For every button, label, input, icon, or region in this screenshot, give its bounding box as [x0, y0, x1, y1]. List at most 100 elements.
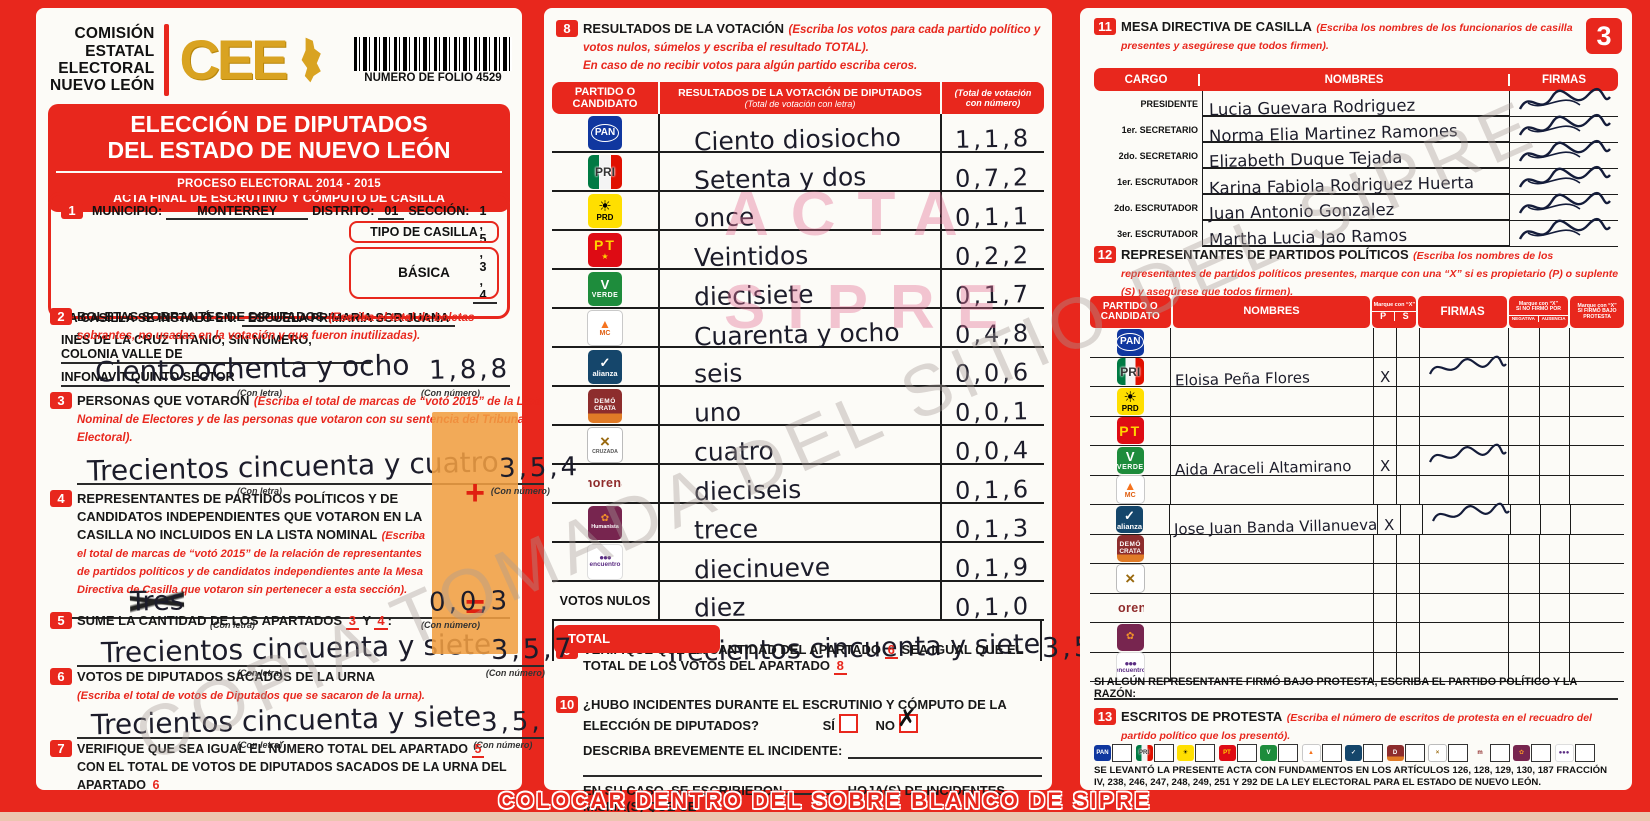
rep-negativa-cell [1507, 416, 1539, 446]
mesa-directiva-rows: PRESIDENTE Lucia Guevara Rodriguez 1er. … [1094, 87, 1618, 249]
signature-scribble [1518, 139, 1611, 162]
signature-scribble [1432, 502, 1511, 522]
rep-ausencia-cell [1538, 475, 1570, 505]
results-row: ☀ PRD once 0,1,1 [552, 192, 1044, 233]
protesta-count-box [1489, 744, 1510, 762]
party-logo: PT ★ [588, 232, 622, 267]
section-13-note: (Escriba el número de escritos de protes… [1121, 712, 1592, 742]
results-row: ✿ Humanista trece 0,1,3 [552, 504, 1044, 545]
party-logo: V [1260, 745, 1277, 761]
votes-in-numbers-cell: 0,7,2 [954, 163, 1032, 193]
rep-name-cell: Eloisa Peña Flores [1170, 357, 1373, 390]
official-row: 2do. ESCRUTADOR Juan Antonio Gonzalez [1094, 191, 1618, 223]
tipo-casilla-box: TIPO DE CASILLA BÁSICA [349, 221, 499, 299]
section-5-number: 3,5,7 [490, 633, 576, 666]
rep-signature-cell [1422, 502, 1511, 535]
escritos-protesta-boxes: PAN PRI ☀ PT [1094, 744, 1624, 762]
signature-scribble [1518, 87, 1611, 110]
votos-nulos-row: VOTOS NULOS diez 0,1,0 [552, 582, 1044, 623]
votos-nulos-words: diez [693, 592, 746, 623]
rep-protesta-cell [1569, 564, 1624, 594]
casilla-location-line1: ESCUELA PRIMARIA SOR JUANA [241, 311, 456, 327]
section-2-boletas-sobrantes: 2 BOLETAS SOBRANTES DE DIPUTADOS (Escrib… [50, 308, 510, 398]
official-role: 1er. ESCRUTADOR [1117, 177, 1198, 187]
apartado-4-ref: 4 [374, 613, 388, 630]
representative-row: V VERDE Aida Araceli Altamirano X [1090, 443, 1624, 478]
rep-signature-cell [1418, 416, 1508, 446]
votos-nulos-label: VOTOS NULOS [559, 593, 651, 608]
rep-protesta-cell [1569, 416, 1624, 446]
party-logo: morena [588, 476, 622, 491]
representative-row: ☀ PRD [1090, 387, 1624, 417]
rep-name-cell [1170, 416, 1373, 446]
mesa-directiva-header: CARGO NOMBRES FIRMAS [1094, 68, 1618, 91]
representative-row: PRI Eloisa Peña Flores X [1090, 355, 1624, 390]
signature-scribble [1518, 191, 1611, 214]
results-table: PARTIDO O CANDIDATO RESULTADOS DE LA VOT… [552, 82, 1126, 668]
total-label: TOTAL [554, 625, 720, 653]
official-signature-cell [1509, 165, 1618, 195]
official-signature-cell [1509, 217, 1618, 247]
protesta-count-box [1236, 744, 1257, 762]
official-row: 2do. SECRETARIO Elizabeth Duque Tejada [1094, 139, 1618, 171]
protesta-party-item: V [1260, 744, 1298, 762]
rep-negativa-cell [1507, 446, 1539, 476]
folio-block: NUMERO DE FOLIO 4529 [354, 36, 512, 84]
rep-propietario-cell: X [1372, 446, 1396, 476]
rep-ausencia-cell [1538, 593, 1570, 623]
representative-row: ✿ [1090, 623, 1624, 653]
section-2-note: (Escriba el total de boletas sobrantes, … [77, 312, 475, 342]
rep-signature-cell [1418, 593, 1508, 623]
section-12-header: 12 REPRESENTANTES DE PARTIDOS POLÍTICOS … [1094, 246, 1622, 300]
representative-row: PAN [1090, 328, 1624, 358]
results-row: V VERDE diecisiete 0,1,7 [552, 270, 1044, 311]
section-4-title: REPRESENTANTES DE PARTIDOS POLÍTICOS Y D… [77, 491, 422, 542]
equals-sign: = [465, 588, 485, 626]
official-name-cell: Lucia Guevara Rodriguez [1202, 91, 1509, 119]
votes-in-numbers-cell: 0,1,1 [954, 202, 1032, 232]
votes-in-words-cell: Ciento diosiocho [658, 114, 942, 156]
rep-name-cell: Aida Araceli Altamirano [1170, 446, 1373, 478]
rep-suplente-cell [1395, 593, 1419, 623]
protesta-count-box [1112, 744, 1132, 762]
official-signature-cell [1509, 191, 1618, 221]
rep-protesta-cell [1569, 446, 1624, 476]
rep-name-cell [1170, 623, 1373, 653]
rep-propietario-cell [1372, 623, 1396, 653]
rep-propietario-cell [1372, 387, 1396, 417]
section-12-note: (Escriba los nombres de los representant… [1121, 250, 1619, 298]
party-logo: PAN [1116, 328, 1144, 356]
party-logo: ▲ [1301, 744, 1321, 762]
describe-incident-label: DESCRIBA BREVEMENTE EL INCIDENTE: [583, 743, 843, 758]
rep-party-logo-cell: PRI [1090, 358, 1171, 387]
total-row: TOTAL Trecientos cincuenta y siete 3,5,7 [552, 621, 1126, 668]
rep-suplente-cell [1395, 387, 1419, 417]
rep-party-logo-cell: ✓ alianza [1090, 505, 1169, 535]
party-logo: ☀ [1177, 745, 1194, 761]
votes-in-numbers-cell: 1,1,8 [954, 124, 1032, 154]
protesta-instruction: SI ALGÚN REPRESENTANTE FIRMÓ BAJO PROTES… [1094, 676, 1577, 700]
party-logo: × [1115, 563, 1145, 593]
results-rows: PAN Ciento diosiocho 1,1,8 PRI [552, 114, 1044, 585]
section-3-title: PERSONAS QUE VOTARON [77, 393, 250, 408]
votes-in-words-cell: seis [658, 348, 942, 389]
votes-in-numbers-cell: 0,2,2 [954, 241, 1032, 271]
votes-in-words-cell: diecinueve [658, 543, 942, 585]
rep-party-logo-cell: × [1090, 563, 1171, 594]
incident-blank-line [848, 743, 1042, 759]
section-5-title: SUME LA CANTIDAD DE LOS APARTADOS [77, 613, 343, 628]
rep-party-logo-cell: PT [1090, 417, 1171, 446]
section-13-header: 13 ESCRITOS DE PROTESTA (Escriba el núme… [1094, 708, 1622, 744]
rep-suplente-cell [1395, 623, 1419, 653]
party-logo: ✓ [1345, 745, 1362, 761]
party-logo-cell: ●●● encuentro [552, 543, 658, 580]
rep-propietario-cell [1372, 564, 1396, 594]
rep-suplente-cell [1395, 416, 1419, 446]
signature-scribble [1518, 113, 1611, 136]
party-logo: ●●● encuentro [587, 543, 623, 580]
protesta-count-box [1574, 744, 1595, 762]
rep-suplente-cell [1399, 505, 1423, 535]
results-row: ●●● encuentro diecinueve 0,1,9 [552, 543, 1044, 585]
no-checkbox: ✗ [897, 704, 919, 733]
